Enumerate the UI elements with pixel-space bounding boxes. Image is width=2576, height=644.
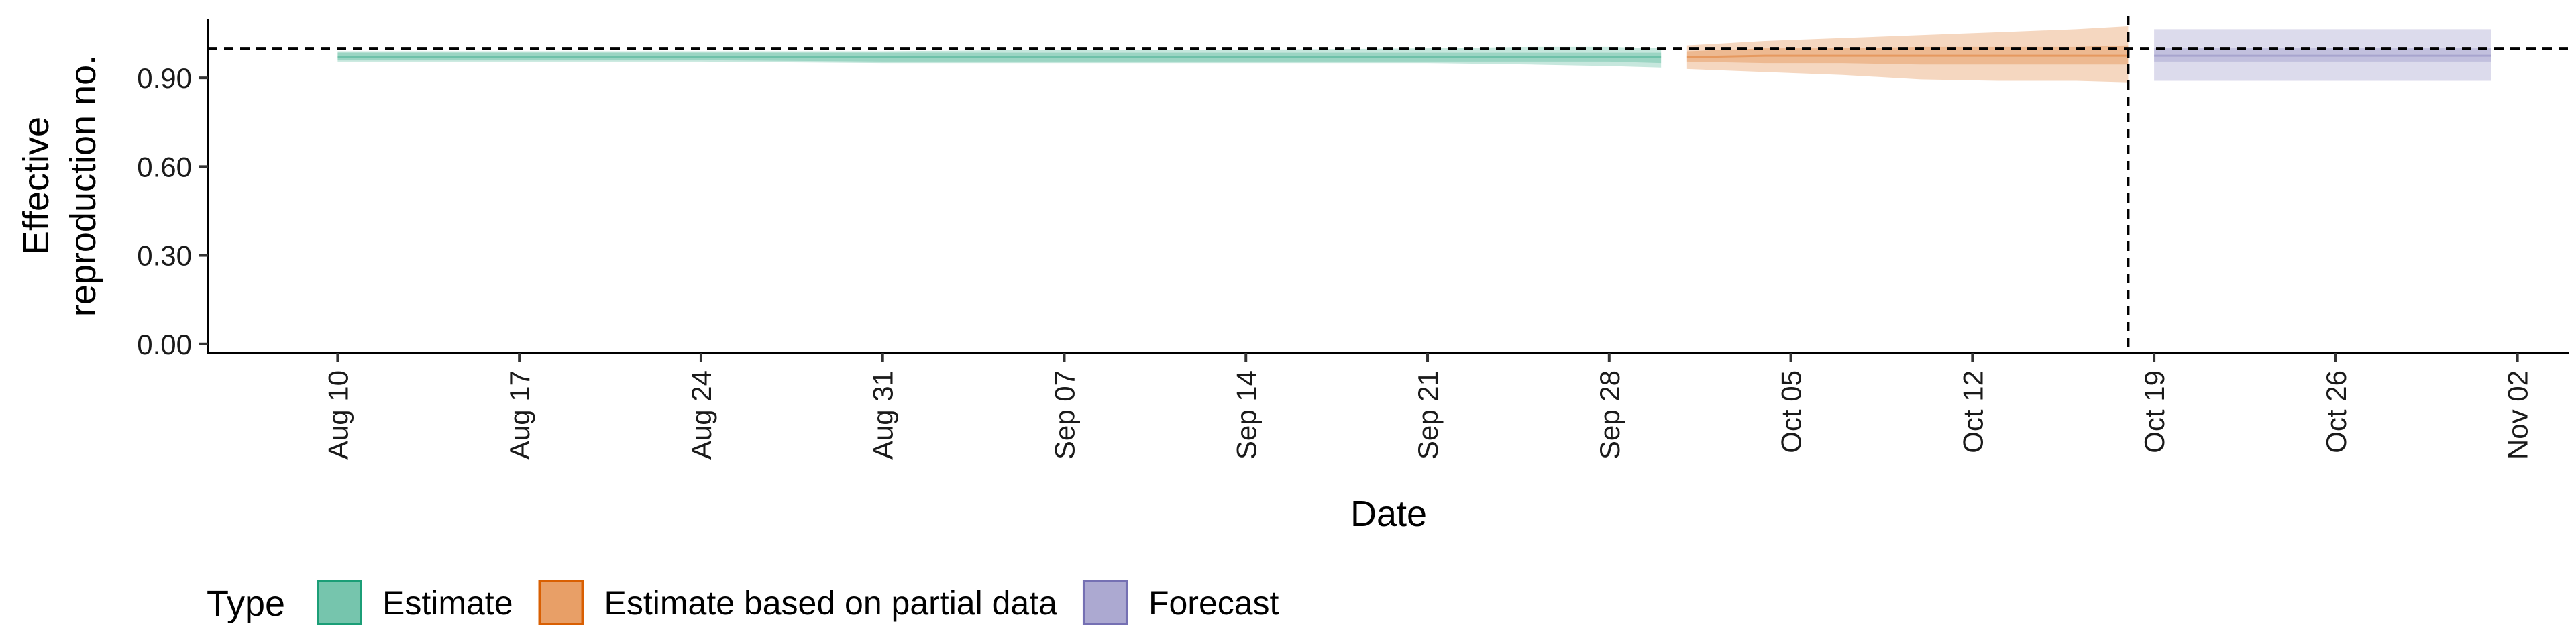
legend-title: Type (207, 584, 285, 624)
estimate-based-on-partial-data-inner-band (1686, 45, 2129, 65)
x-tick-label: Sep 28 (1594, 370, 1625, 460)
x-tick-label: Sep 07 (1049, 370, 1080, 460)
legend-key-forecast (1082, 580, 1128, 625)
x-tick-label: Oct 05 (1776, 370, 1807, 453)
x-axis-title: Date (1350, 494, 1427, 534)
x-tick-label: Aug 31 (867, 370, 899, 460)
x-tick-label: Oct 26 (2320, 370, 2352, 453)
y-axis-ticks: 0.00 0.30 0.60 0.90 (137, 62, 208, 360)
x-tick-label: Sep 14 (1230, 370, 1262, 460)
legend-label-estimate-based-on-partial-data: Estimate based on partial data (604, 584, 1058, 622)
y-tick-label: 0.90 (137, 62, 192, 94)
x-tick-label: Aug 10 (322, 370, 354, 460)
y-tick-label: 0.00 (137, 329, 192, 360)
forecast-outer-band (2154, 29, 2491, 81)
y-tick-label: 0.60 (137, 151, 192, 182)
axes (207, 19, 2569, 354)
x-tick-label: Nov 02 (2502, 370, 2534, 460)
legend-key-estimate-based-on-partial-data (538, 580, 584, 625)
x-tick-label: Oct 12 (1957, 370, 1988, 453)
reference-lines (208, 16, 2569, 353)
x-axis-ticks: Aug 10 Aug 17 Aug 24 Aug 31 Sep 07 Sep 14 Sep … (322, 353, 2534, 460)
ribbon-layer (337, 26, 2491, 83)
x-tick-label: Aug 17 (504, 370, 535, 460)
y-axis-title-line-2: reproduction no. (63, 55, 103, 317)
estimate-inner-band (337, 52, 1662, 64)
legend-label-estimate: Estimate (382, 584, 513, 622)
x-tick-label: Oct 19 (2139, 370, 2170, 453)
estimate-outer-band (337, 46, 1662, 68)
y-tick-label: 0.30 (137, 240, 192, 272)
x-tick-label: Aug 24 (686, 370, 717, 460)
estimate-based-on-partial-data-outer-band (1686, 26, 2129, 83)
legend: Type Estimate Estimate based on partial d… (207, 580, 1279, 625)
y-axis-title-line-1: Effective (16, 117, 56, 255)
legend-key-estimate (317, 580, 362, 625)
forecast-inner-band (2154, 48, 2491, 62)
estimate-based-on-partial-data-median-line (1686, 54, 2129, 58)
x-tick-label: Sep 21 (1412, 370, 1444, 460)
legend-label-forecast: Forecast (1148, 584, 1279, 622)
